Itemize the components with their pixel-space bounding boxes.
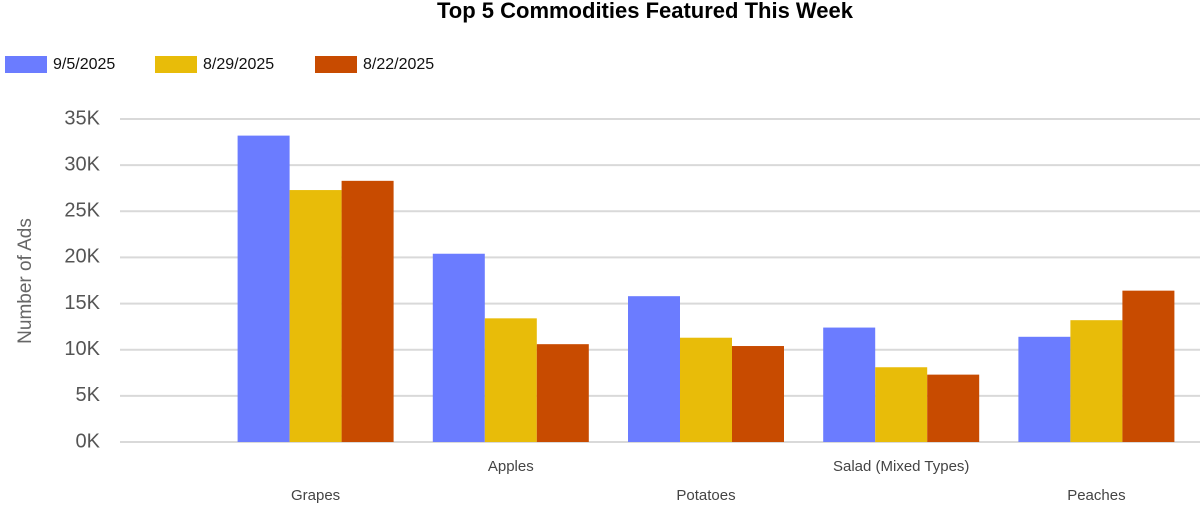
x-tick-label: Grapes — [291, 487, 340, 504]
bar — [289, 190, 342, 442]
y-tick-label: 5K — [76, 384, 101, 406]
y-tick-label: 0K — [76, 430, 101, 452]
bar — [628, 296, 680, 442]
y-tick-label: 35K — [64, 107, 100, 129]
x-tick-label: Apples — [488, 458, 534, 475]
bar — [536, 344, 589, 442]
bar — [237, 135, 290, 442]
bar — [927, 374, 980, 442]
y-tick-label: 15K — [64, 292, 100, 314]
y-tick-label: 20K — [64, 246, 100, 268]
legend-label: 8/22/2025 — [363, 56, 434, 73]
chart-title: Top 5 Commodities Featured This Week — [437, 0, 854, 23]
bar — [1070, 320, 1123, 442]
bar — [432, 253, 485, 442]
legend-swatch — [155, 56, 197, 73]
bar — [1122, 290, 1175, 442]
y-axis-label: Number of Ads — [15, 218, 36, 344]
y-tick-label: 10K — [64, 338, 100, 360]
legend-swatch — [5, 56, 47, 73]
legend-swatch — [315, 56, 357, 73]
x-tick-label: Peaches — [1067, 487, 1125, 504]
bar — [823, 327, 876, 442]
y-tick-label: 30K — [64, 153, 100, 175]
y-tick-label: 25K — [64, 200, 100, 222]
bar — [341, 180, 394, 442]
bar — [1018, 336, 1071, 442]
legend-label: 9/5/2025 — [53, 56, 115, 73]
legend-label: 8/29/2025 — [203, 56, 274, 73]
x-tick-label: Salad (Mixed Types) — [833, 458, 969, 475]
x-tick-label: Potatoes — [676, 487, 735, 504]
bar — [875, 367, 928, 442]
bar — [732, 346, 784, 442]
bar — [680, 337, 732, 442]
bar — [484, 318, 537, 442]
